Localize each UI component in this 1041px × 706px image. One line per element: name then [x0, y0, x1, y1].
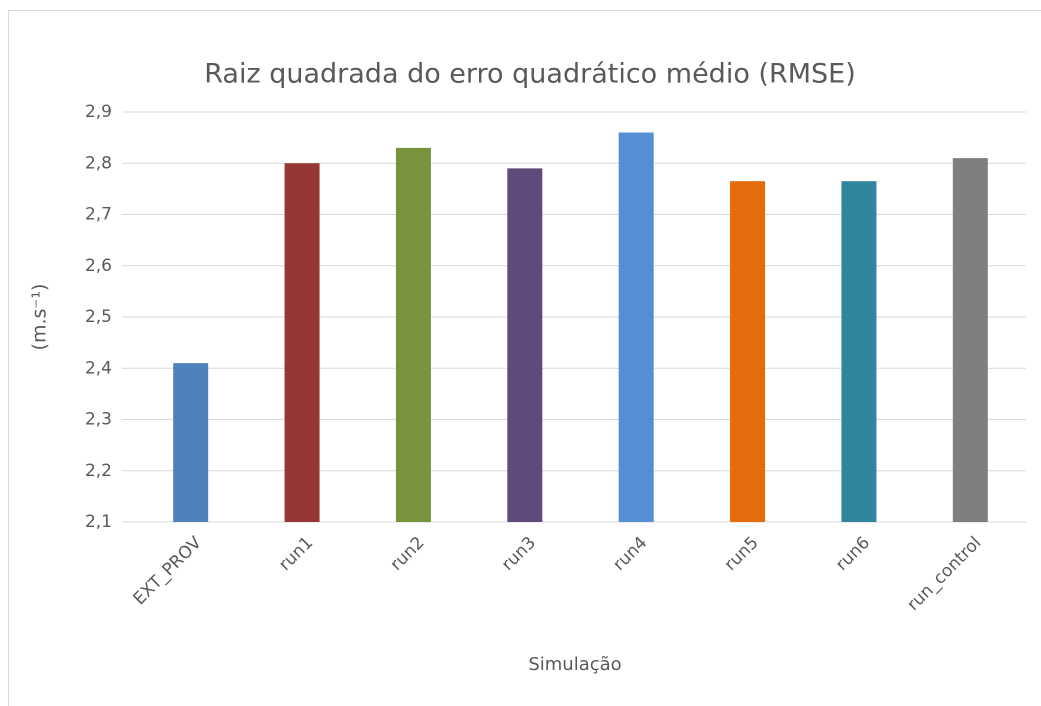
- bar: [952, 158, 988, 522]
- x-tick-label: run4: [609, 533, 651, 575]
- y-tick-label: 2,7: [85, 205, 112, 225]
- x-tick-label: run_control: [903, 533, 985, 615]
- x-tick-label: run6: [832, 533, 874, 575]
- x-tick-label: EXT_PROV: [130, 533, 206, 609]
- bar: [507, 168, 543, 522]
- chart-border: [8, 10, 1041, 706]
- y-axis-title: (m.s⁻¹): [29, 284, 51, 351]
- bar: [618, 132, 654, 522]
- bar: [395, 147, 431, 522]
- x-axis-title: Simulação: [528, 654, 621, 675]
- y-tick-label: 2,8: [85, 153, 112, 173]
- bar: [730, 181, 766, 522]
- y-tick-label: 2,3: [85, 410, 112, 430]
- x-tick-label: run5: [721, 533, 763, 575]
- x-tick-label: run1: [275, 533, 317, 575]
- y-tick-label: 2,5: [85, 307, 112, 327]
- bar: [173, 363, 209, 522]
- bar: [841, 181, 877, 522]
- y-tick-label: 2,6: [85, 256, 112, 276]
- y-tick-label: 2,4: [85, 358, 112, 378]
- x-tick-label: run2: [387, 533, 429, 575]
- x-tick-label: run3: [498, 533, 540, 575]
- chart-title: Raiz quadrada do erro quadrático médio (…: [204, 59, 856, 90]
- bar: [284, 163, 320, 522]
- y-tick-label: 2,1: [85, 512, 112, 532]
- y-tick-label: 2,2: [85, 461, 112, 481]
- y-tick-label: 2,9: [85, 102, 112, 122]
